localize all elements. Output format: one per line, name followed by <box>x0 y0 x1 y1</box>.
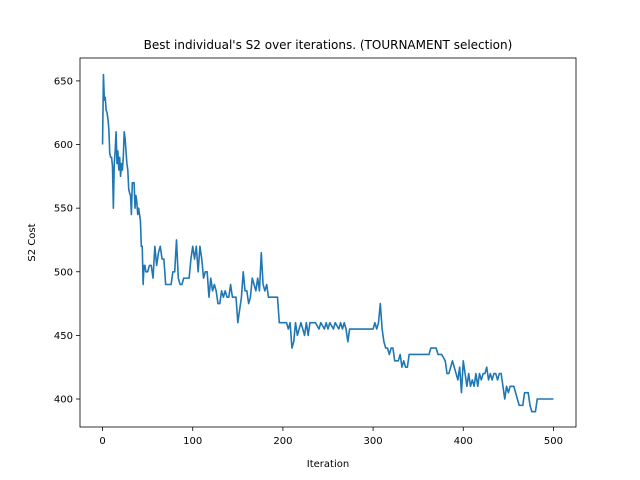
y-tick-label: 400 <box>54 395 73 406</box>
x-tick-label: 0 <box>99 436 105 447</box>
chart-title: Best individual's S2 over iterations. (T… <box>144 38 513 52</box>
x-tick-label: 200 <box>273 436 292 447</box>
y-tick-label: 500 <box>54 267 73 278</box>
x-tick-label: 100 <box>183 436 202 447</box>
y-tick-label: 550 <box>54 204 73 215</box>
plot-marks <box>101 73 554 413</box>
y-axis-label: S2 Cost <box>27 223 38 261</box>
y-tick-label: 600 <box>54 140 73 151</box>
x-axis-label: Iteration <box>307 459 349 470</box>
y-tick-label: 650 <box>54 76 73 87</box>
x-tick-label: 500 <box>544 436 563 447</box>
x-tick-label: 300 <box>364 436 383 447</box>
y-tick-label: 450 <box>54 331 73 342</box>
x-tick-label: 400 <box>454 436 473 447</box>
x-axis: 0 100 200 300 400 500 <box>99 427 563 447</box>
plot-frame <box>79 57 577 428</box>
y-axis: 400 450 500 550 600 650 <box>54 76 80 406</box>
series-line-0 <box>101 73 554 413</box>
